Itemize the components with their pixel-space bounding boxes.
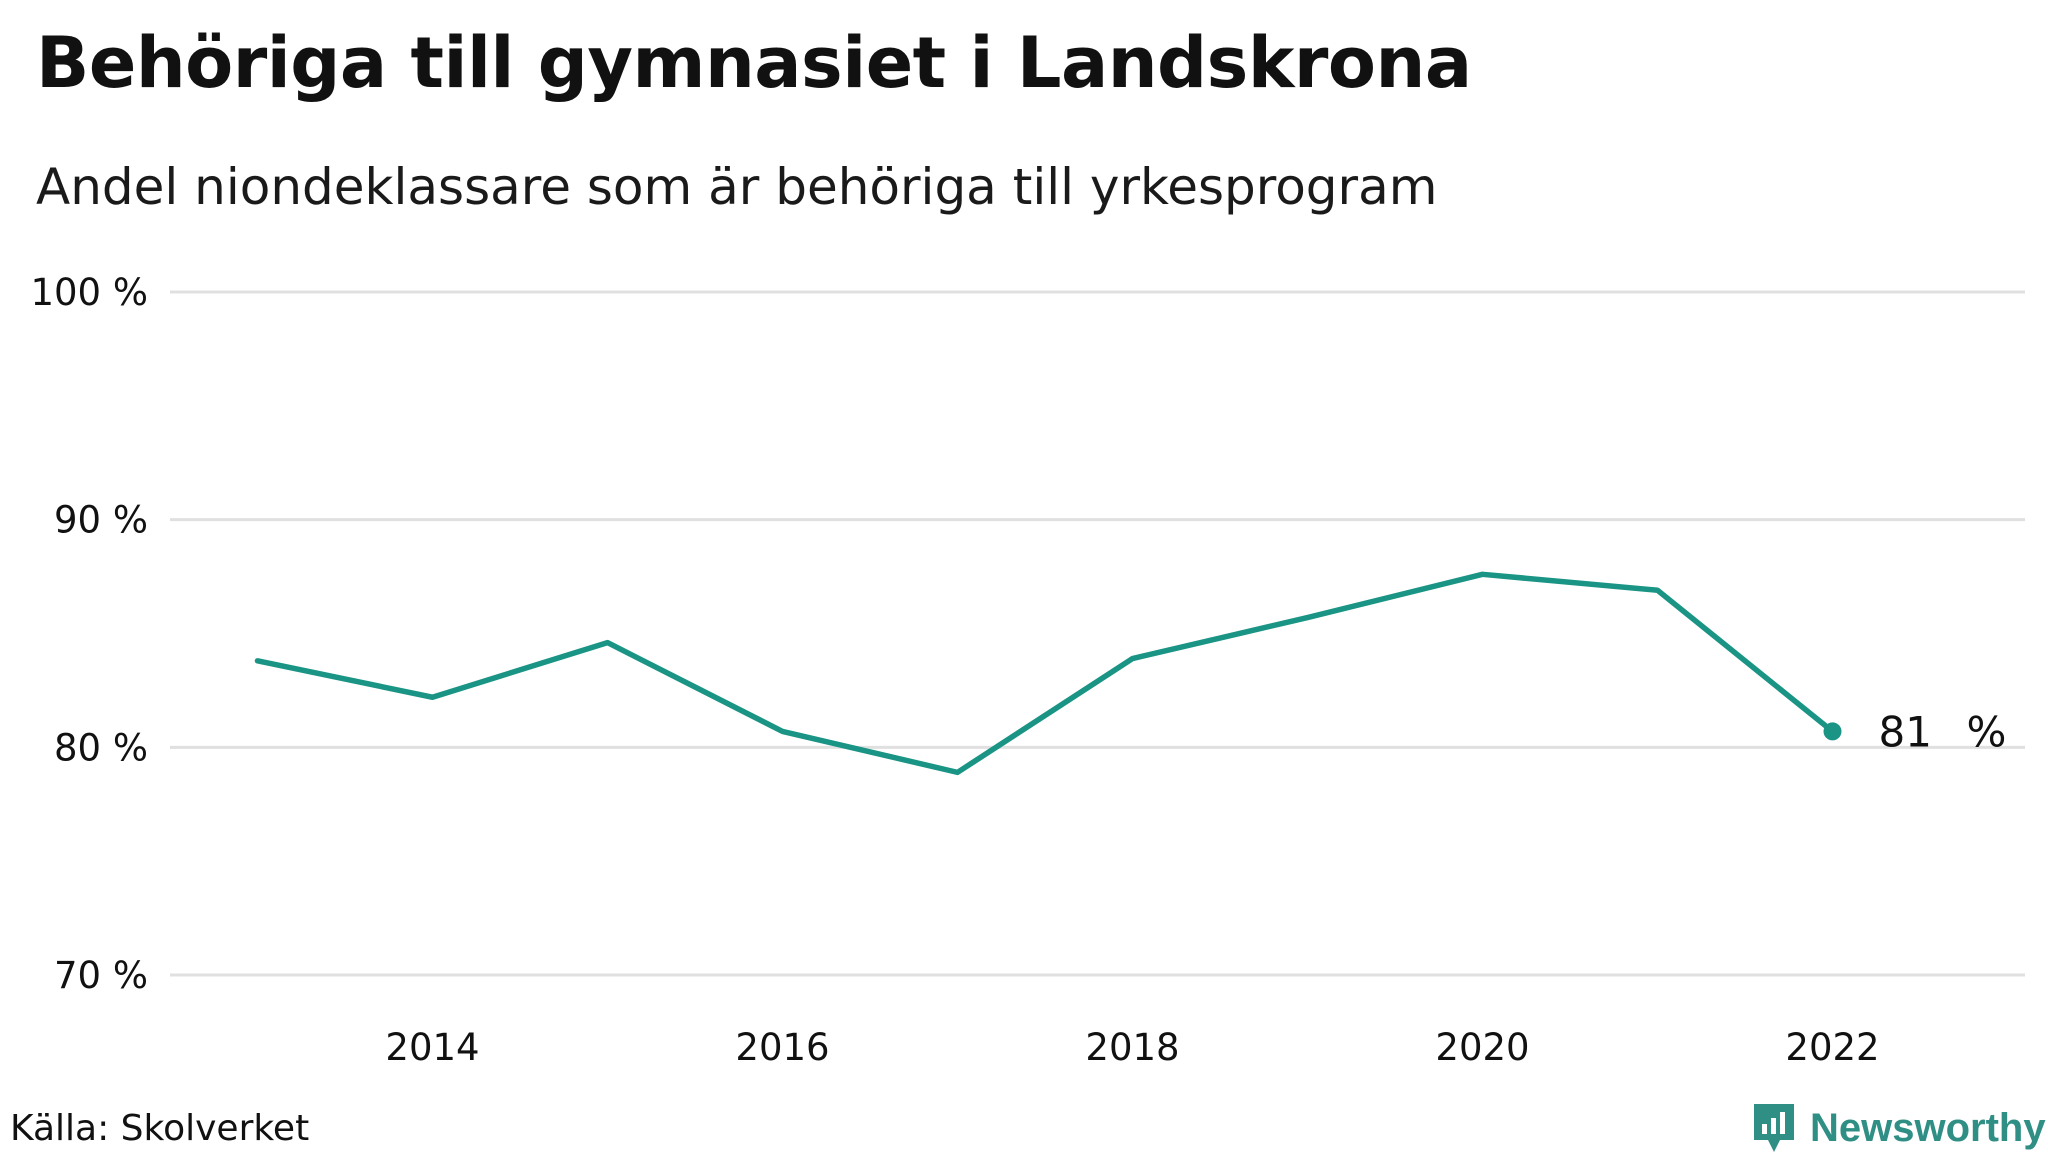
series-layer: 81% xyxy=(254,571,2007,776)
x-tick-label: 2020 xyxy=(1435,1026,1529,1069)
y-axis-ticks: 70 % 80 % 90 % 100 % xyxy=(30,271,148,997)
chart-subtitle: Andel niondeklassare som är behöriga til… xyxy=(36,158,1438,216)
brand-name: Newsworthy xyxy=(1810,1105,2046,1150)
x-axis-ticks: 2014 2016 2018 2020 2022 xyxy=(385,1026,1879,1069)
y-tick-label: 90 % xyxy=(54,499,148,542)
chart-title: Behöriga till gymnasiet i Landskrona xyxy=(36,22,1472,104)
y-tick-label: 80 % xyxy=(54,726,148,769)
newsworthy-logo: Newsworthy xyxy=(1750,1100,2046,1156)
x-tick-label: 2014 xyxy=(385,1026,479,1069)
series-line xyxy=(254,571,1836,776)
x-tick-label: 2016 xyxy=(735,1026,829,1069)
end-value-label: 81 xyxy=(1879,707,1932,756)
x-tick-label: 2018 xyxy=(1085,1026,1179,1069)
x-tick-label: 2022 xyxy=(1785,1026,1879,1069)
y-tick-label: 100 % xyxy=(30,271,148,314)
end-point-marker xyxy=(1823,722,1842,741)
newsworthy-logo-icon xyxy=(1754,1104,1794,1152)
end-value-unit: % xyxy=(1967,707,2007,756)
source-note: Källa: Skolverket xyxy=(10,1108,310,1149)
grid-lines xyxy=(170,290,2025,977)
y-tick-label: 70 % xyxy=(54,954,148,997)
